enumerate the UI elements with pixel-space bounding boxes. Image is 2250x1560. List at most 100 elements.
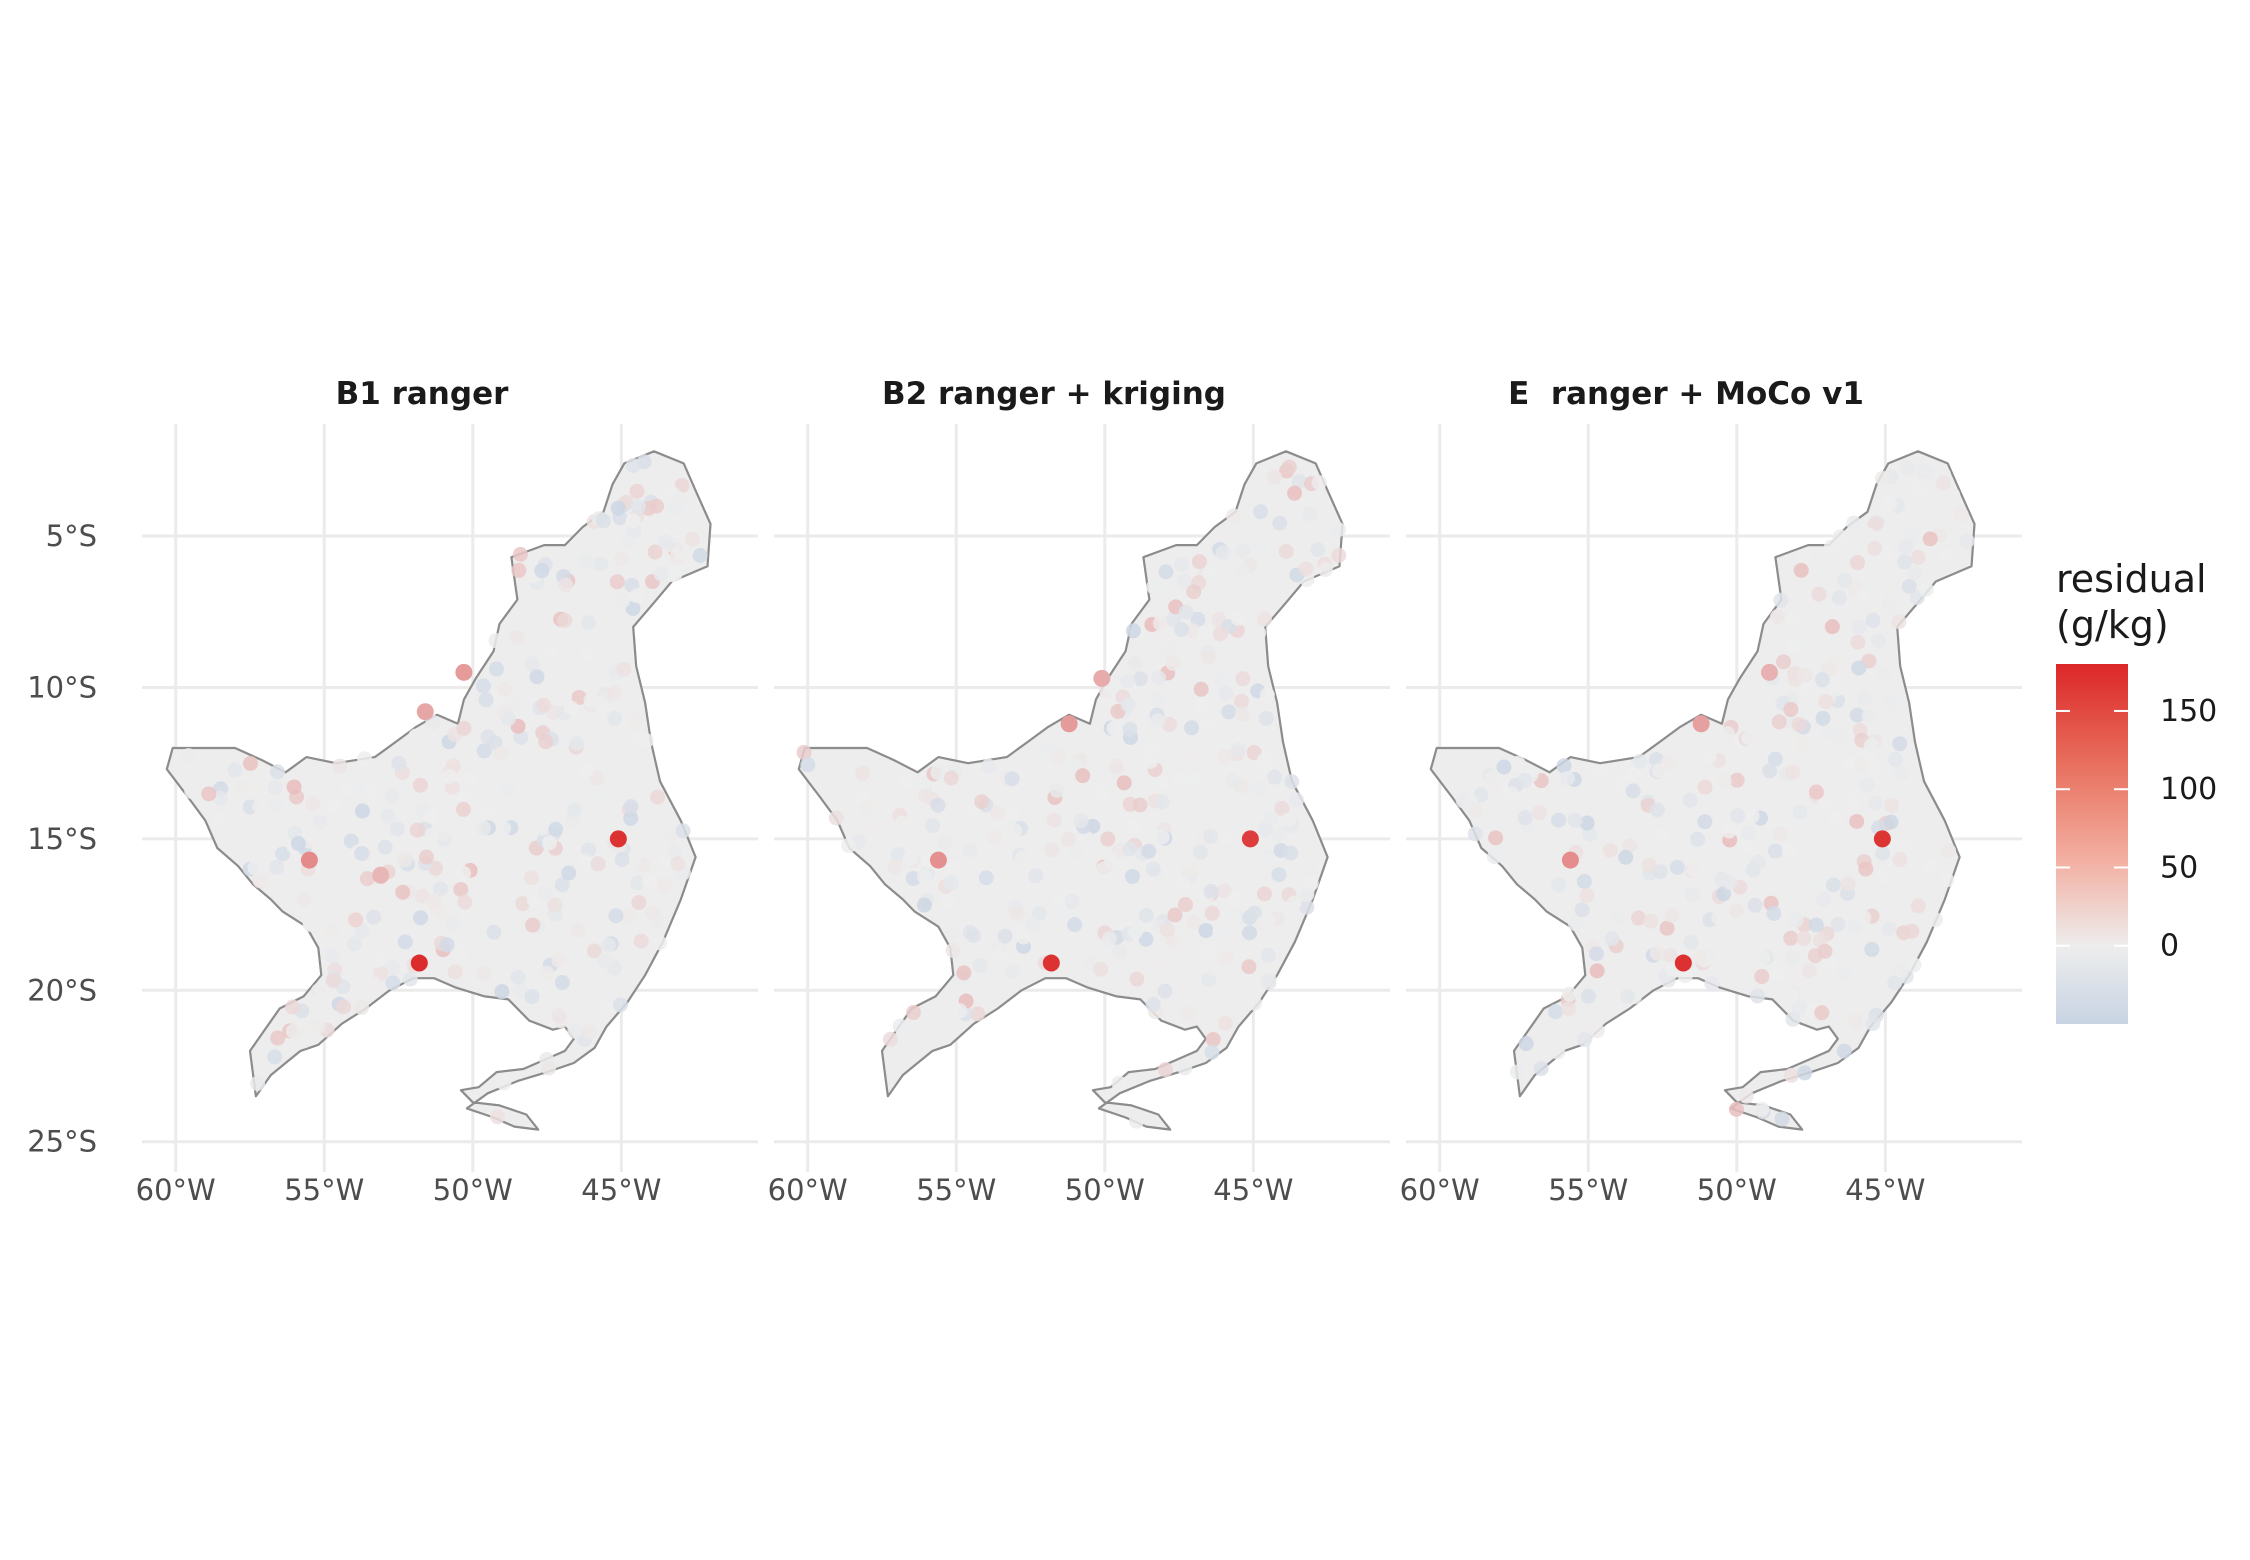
residual-point [1730,808,1746,824]
residual-point [1154,794,1170,810]
residual-point [1625,783,1641,799]
residual-point [354,923,370,939]
residual-point [476,743,492,759]
residual-point [1146,579,1162,595]
residual-point [1218,951,1234,967]
residual-point [1178,604,1194,620]
residual-point [1766,905,1782,921]
residual-point [1196,625,1212,641]
residual-point [247,860,263,876]
y-tick-label: 15°S [27,822,97,856]
residual-point [535,820,551,836]
residual-point [227,762,243,778]
residual-point [1067,917,1083,933]
residual-point [667,844,683,860]
residual-point [567,802,583,818]
residual-point [890,847,906,863]
residual-point [1846,515,1862,531]
residual-point [796,744,812,760]
residual-point [1149,956,1165,972]
residual-point [285,999,301,1015]
residual-point-highlight [300,851,318,869]
residual-point [1850,634,1866,650]
residual-point [1251,625,1267,641]
residual-point [1550,1044,1566,1060]
residual-point [1881,921,1897,937]
residual-point [1214,673,1230,689]
residual-point [1825,877,1841,893]
residual-point [1217,883,1233,899]
residual-point [613,551,629,567]
residual-point [1808,917,1824,933]
residual-point [1881,597,1897,613]
residual-point [1253,504,1269,520]
residual-point [1904,923,1920,939]
residual-point [1256,611,1272,627]
residual-point [1846,793,1862,809]
residual-point [631,823,647,839]
residual-point [554,877,570,893]
residual-point [354,803,370,819]
x-axis-b1: 60°W 55°W 50°W 45°W [136,1173,662,1207]
residual-point [1125,623,1141,639]
residual-point [397,934,413,950]
residual-point [1939,547,1955,563]
residual-point [1206,961,1222,977]
residual-point [572,535,588,551]
residual-point [488,633,504,649]
residual-point [1531,805,1547,821]
y-tick-label: 25°S [27,1125,97,1159]
residual-point [1064,893,1080,909]
residual-point [1864,941,1880,957]
residual-point [1941,843,1957,859]
residual-point [623,810,639,826]
residual-point [305,796,321,812]
residual-point [1094,785,1110,801]
residual-point [1272,515,1288,531]
residual-point [672,544,688,560]
residual-point [1289,792,1305,808]
residual-point [385,959,401,975]
residual-point [370,952,386,968]
residual-point [1783,930,1799,946]
y-tick-label: 20°S [27,973,97,1007]
x-tick-label: 60°W [136,1173,216,1207]
residual-point [418,849,434,865]
residual-point [1773,592,1789,608]
residual-point [1120,697,1136,713]
residual-point [366,976,382,992]
residual-point [1786,638,1802,654]
residual-point [1271,867,1287,883]
residual-point [630,875,646,891]
residual-point [539,965,555,981]
residual-point [325,973,341,989]
residual-point [1235,543,1251,559]
residual-point [1722,874,1738,890]
residual-point [1922,531,1938,547]
residual-point [1157,1062,1173,1078]
residual-point [620,908,636,924]
residual-point [570,922,586,938]
residual-point [1517,810,1533,826]
residual-point [1286,895,1302,911]
residual-point [1716,886,1732,902]
residual-point-highlight [372,866,390,884]
residual-point [1576,873,1592,889]
x-tick-label: 45°W [1845,1173,1925,1207]
residual-point [252,799,268,815]
residual-point [1142,754,1158,770]
residual-point [1567,812,1583,828]
residual-point [1774,804,1790,820]
residual-point [1227,890,1243,906]
residual-point [446,916,462,932]
residual-point [981,758,997,774]
residual-point [1281,812,1297,828]
residual-point [1669,859,1685,875]
residual-point [1874,676,1890,692]
residual-point [211,811,227,827]
residual-point [324,948,340,964]
residual-point [1151,670,1167,686]
residual-point [1116,775,1132,791]
residual-point [606,627,622,643]
residual-point [1767,751,1783,767]
